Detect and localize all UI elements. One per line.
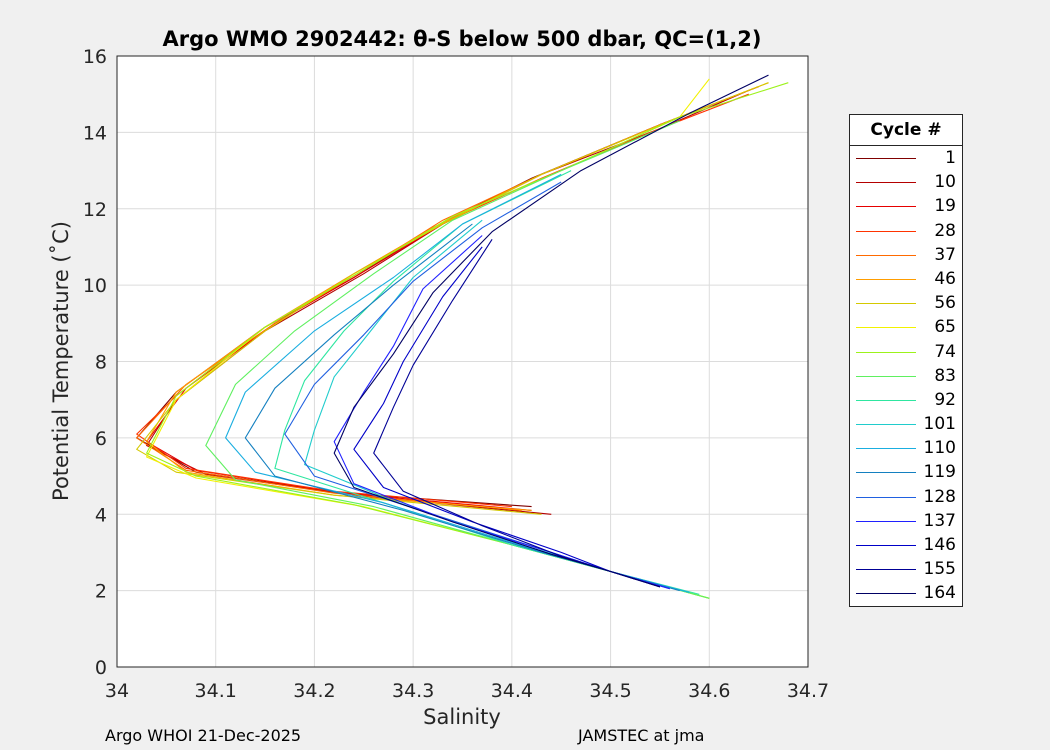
series-line-cycle-146	[353, 246, 661, 588]
y-tick-label: 6	[95, 428, 107, 450]
legend-label: 119	[923, 462, 956, 483]
chart-title: Argo WMO 2902442: θ-S below 500 dbar, QC…	[163, 27, 762, 51]
legend-line	[856, 569, 916, 571]
legend-line	[856, 254, 916, 256]
legend-item: 10	[850, 170, 962, 194]
legend-item: 146	[850, 533, 962, 557]
legend-line	[856, 424, 916, 426]
x-axis-label: Salinity	[423, 705, 501, 729]
legend-line	[856, 278, 916, 280]
legend-item: 137	[850, 509, 962, 533]
legend-label: 92	[934, 389, 956, 410]
legend-line	[856, 520, 916, 522]
x-tick-label: 34.6	[688, 680, 730, 702]
legend-label: 56	[934, 293, 956, 314]
legend-label: 128	[923, 486, 956, 507]
x-tick-label: 34	[105, 680, 129, 702]
legend-items: 1 10 19 28 37 46 56 65 74 83 92 101 110 119 128 137 146 1…	[850, 146, 962, 606]
legend-line	[856, 351, 916, 353]
legend-line	[856, 182, 916, 184]
series-lines	[136, 74, 789, 599]
legend-item: 83	[850, 364, 962, 388]
legend-line	[856, 206, 916, 208]
legend-label: 10	[934, 172, 956, 193]
y-tick-label: 10	[83, 275, 107, 297]
footer-left: Argo WHOI 21-Dec-2025	[105, 726, 302, 745]
legend-item: 74	[850, 340, 962, 364]
legend-title: Cycle #	[850, 115, 962, 146]
legend-item: 28	[850, 219, 962, 243]
legend-line	[856, 158, 916, 159]
y-tick-labels: 0 2 4 6 8 10 12 14 16	[83, 46, 107, 679]
series-line-cycle-164	[333, 74, 769, 588]
legend-label: 46	[934, 268, 956, 289]
legend-line	[856, 496, 916, 498]
legend: Cycle # 1 10 19 28 37 46 56 65 74 83 92 101 110 119 12…	[849, 114, 963, 607]
legend-item: 46	[850, 267, 962, 291]
x-tick-label: 34.7	[787, 680, 829, 702]
legend-label: 65	[934, 317, 956, 338]
legend-label: 19	[934, 196, 956, 217]
x-tick-label: 34.3	[392, 680, 434, 702]
x-tick-label: 34.2	[293, 680, 335, 702]
legend-item: 19	[850, 194, 962, 218]
legend-label: 28	[934, 220, 956, 241]
legend-line	[856, 472, 916, 474]
legend-label: 146	[923, 535, 956, 555]
legend-item: 1	[850, 146, 962, 170]
y-tick-label: 4	[95, 504, 107, 526]
legend-label: 164	[923, 583, 956, 604]
legend-item: 155	[850, 557, 962, 581]
y-tick-label: 2	[95, 581, 107, 603]
legend-line	[856, 545, 916, 546]
x-tick-label: 34.5	[589, 680, 631, 702]
legend-item: 65	[850, 315, 962, 339]
legend-item: 56	[850, 291, 962, 315]
legend-item: 128	[850, 485, 962, 509]
legend-label: 110	[923, 438, 956, 459]
legend-line	[856, 303, 916, 305]
footer-right: JAMSTEC at jma	[578, 726, 705, 745]
legend-item: 164	[850, 581, 962, 605]
y-tick-label: 8	[95, 352, 107, 374]
legend-label: 101	[923, 414, 956, 435]
legend-label: 37	[934, 244, 956, 265]
y-axis-label: Potential Temperature (˚C)	[49, 221, 73, 501]
legend-label: 1	[945, 148, 956, 168]
plot-frame	[116, 55, 809, 668]
legend-line	[856, 230, 916, 232]
legend-label: 83	[934, 365, 956, 386]
legend-item: 101	[850, 412, 962, 436]
legend-line	[856, 327, 916, 329]
legend-item: 110	[850, 436, 962, 460]
legend-label: 74	[934, 341, 956, 362]
legend-item: 92	[850, 388, 962, 412]
legend-label: 137	[923, 510, 956, 531]
y-tick-label: 14	[83, 122, 107, 144]
legend-line	[856, 399, 916, 401]
y-tick-label: 12	[83, 199, 107, 221]
legend-item: 119	[850, 460, 962, 484]
x-tick-label: 34.1	[195, 680, 237, 702]
series-line-cycle-56	[136, 82, 769, 515]
y-tick-label: 0	[95, 657, 107, 679]
legend-line	[856, 593, 916, 595]
y-tick-label: 16	[83, 46, 107, 68]
x-tick-labels: 34 34.1 34.2 34.3 34.4 34.5 34.6 34.7	[105, 680, 829, 702]
x-tick-label: 34.4	[491, 680, 533, 702]
legend-item: 37	[850, 243, 962, 267]
legend-line	[856, 375, 916, 377]
legend-label: 155	[923, 559, 956, 580]
legend-line	[856, 448, 916, 450]
